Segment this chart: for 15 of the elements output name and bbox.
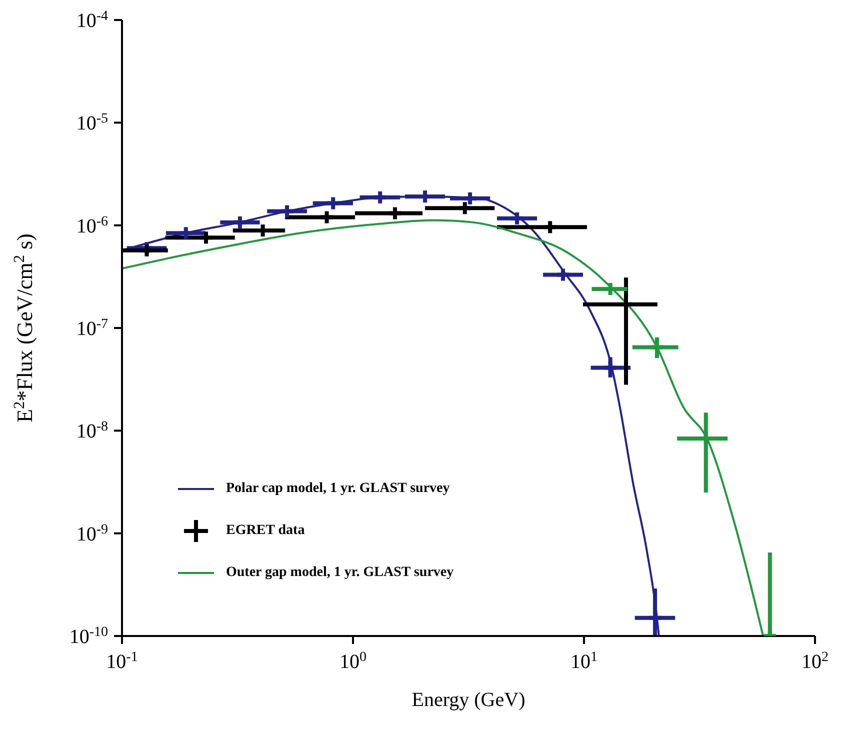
y-tick-label: 10$^{-9}$ <box>76 522 108 546</box>
y-tick-label: 10$^{-7}$ <box>76 316 108 340</box>
y-tick-label: 10$^{-6}$ <box>76 214 108 238</box>
x-tick-label: 10$^{1}$ <box>570 650 598 673</box>
y-tick-label: 10$^{-5}$ <box>76 111 108 135</box>
y-tick-label: 10$^{-10}$ <box>69 624 108 648</box>
legend-label: EGRET data <box>226 523 305 539</box>
x-tick-label: 10$^{-1}$ <box>106 650 138 673</box>
x-tick-label: 10$^{0}$ <box>340 650 366 673</box>
legend-label: Polar cap model, 1 yr. GLAST survey <box>226 481 450 497</box>
x-tick-label: 10$^{2}$ <box>802 650 828 673</box>
y-tick-label: 10$^{-4}$ <box>76 8 108 32</box>
y-tick-label: 10$^{-8}$ <box>76 419 108 443</box>
x-axis-title: Energy (GeV) <box>412 689 526 711</box>
legend-label: Outer gap model, 1 yr. GLAST survey <box>226 565 454 581</box>
